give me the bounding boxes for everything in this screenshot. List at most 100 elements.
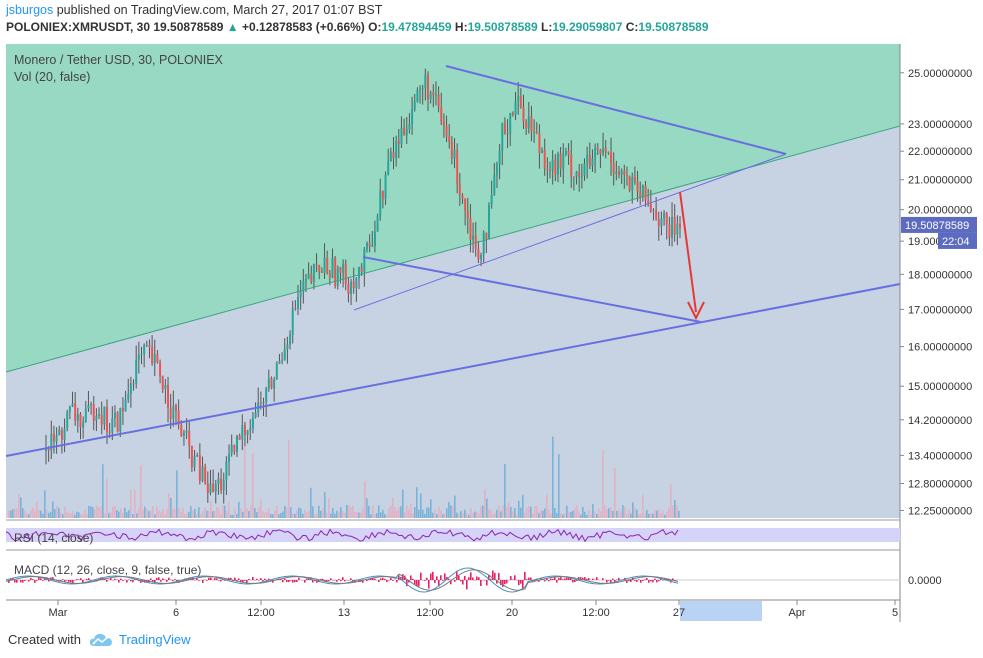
- volume-bar: [532, 513, 534, 518]
- macd-hist-bar: [222, 579, 224, 580]
- macd-hist-bar: [286, 580, 288, 583]
- macd-hist-bar: [544, 580, 546, 582]
- volume-bar: [76, 511, 78, 518]
- macd-hist-bar: [340, 580, 342, 582]
- candle-body: [50, 433, 53, 451]
- lower-channel-line: [5, 283, 901, 457]
- volume-bar: [302, 513, 304, 518]
- macd-hist-bar: [188, 577, 190, 580]
- volume-bar: [482, 505, 484, 518]
- macd-hist-bar: [436, 576, 438, 580]
- macd-hist-bar: [238, 578, 240, 580]
- volume-bar: [178, 507, 180, 518]
- macd-hist-bar: [470, 572, 472, 580]
- macd-hist-bar: [456, 570, 458, 580]
- volume-bar: [116, 510, 118, 518]
- macd-hist-bar: [570, 578, 572, 580]
- volume-bar: [542, 510, 544, 518]
- candle-body: [297, 297, 300, 309]
- volume-bar: [368, 505, 370, 518]
- macd-hist-bar: [406, 580, 408, 587]
- macd-hist-bar: [454, 580, 456, 582]
- candle-body: [108, 431, 111, 433]
- countdown-label: 22:04: [942, 236, 970, 248]
- brand-name[interactable]: TradingView: [118, 632, 191, 647]
- volume-bar: [430, 499, 432, 518]
- volume-bar: [588, 509, 590, 518]
- candle-body: [464, 198, 467, 211]
- y-tick-label: 12.80000000: [908, 478, 972, 490]
- volume-bar: [420, 493, 422, 518]
- candle-body: [342, 263, 345, 273]
- volume-bar: [522, 494, 524, 518]
- macd-hist-bar: [252, 577, 254, 580]
- macd-hist-bar: [372, 577, 374, 580]
- candle-body: [509, 113, 512, 134]
- macd-hist-bar: [476, 576, 478, 580]
- candle-body: [198, 455, 201, 481]
- candle-body: [570, 154, 573, 177]
- volume-bar: [240, 508, 242, 518]
- macd-hist-bar: [384, 578, 386, 580]
- candle-body: [294, 308, 297, 310]
- candle-body: [511, 113, 514, 115]
- volume-bar: [80, 514, 82, 518]
- volume-bar: [188, 511, 190, 518]
- macd-hist-bar: [432, 571, 434, 580]
- candle-body: [135, 359, 138, 384]
- publish-line: jsburgos published on TradingView.com, M…: [6, 2, 976, 19]
- volume-bar: [424, 513, 426, 518]
- volume-bar: [520, 507, 522, 518]
- macd-hist-bar: [196, 578, 198, 580]
- macd-hist-bar: [224, 580, 226, 581]
- macd-hist-bar: [176, 580, 178, 582]
- volume-bar: [68, 512, 70, 518]
- macd-hist-bar: [168, 577, 170, 580]
- macd-hist-bar: [634, 580, 636, 581]
- macd-pane: 0.0000: [5, 549, 942, 593]
- candle-layer: [45, 68, 681, 504]
- volume-bar: [440, 510, 442, 518]
- volume-bar: [366, 498, 368, 518]
- macd-hist-bar: [540, 577, 542, 580]
- candle-body: [235, 435, 238, 452]
- volume-bar: [120, 508, 122, 518]
- macd-hist-bar: [458, 575, 460, 580]
- macd-label: MACD (12, 26, close, 9, false, true): [14, 563, 201, 577]
- author-link[interactable]: jsburgos: [6, 3, 54, 17]
- candle-body: [389, 152, 392, 162]
- macd-hist-bar: [38, 577, 40, 580]
- candle-body: [533, 131, 536, 133]
- candle-body: [363, 249, 366, 272]
- last-price-label: 19.50878589: [905, 220, 969, 232]
- candle-body: [137, 354, 140, 360]
- candle-body: [458, 184, 461, 196]
- chart-area[interactable]: 25.00000000 23.00000000 22.00000000 21.0000…: [5, 44, 977, 622]
- macd-hist-bar: [126, 580, 128, 583]
- volume-bar: [214, 510, 216, 518]
- macd-hist-bar: [260, 578, 262, 580]
- volume-bar: [546, 494, 548, 518]
- volume-bar: [132, 514, 134, 518]
- macd-hist-bar: [490, 578, 492, 580]
- macd-hist-bar: [628, 580, 630, 582]
- candle-body: [209, 483, 212, 494]
- volume-bar: [226, 511, 228, 518]
- brand-link[interactable]: TradingView: [89, 632, 191, 647]
- volume-bar: [464, 509, 466, 518]
- volume-bar: [158, 510, 160, 518]
- macd-hist-bar: [342, 577, 344, 580]
- macd-hist-bar: [216, 578, 218, 580]
- chart-svg[interactable]: 25.00000000 23.00000000 22.00000000 21.0000…: [5, 44, 977, 622]
- y-tick-label: 22.00000000: [908, 146, 972, 158]
- candle-body: [371, 246, 374, 248]
- candle-body: [291, 308, 294, 335]
- candle-body: [129, 383, 132, 394]
- volume-bar: [282, 511, 284, 518]
- volume-bar: [288, 439, 290, 518]
- volume-bar: [350, 507, 352, 518]
- candle-body: [620, 170, 623, 175]
- volume-bar: [98, 507, 100, 518]
- macd-hist-bar: [442, 580, 444, 581]
- volume-bar: [452, 505, 454, 518]
